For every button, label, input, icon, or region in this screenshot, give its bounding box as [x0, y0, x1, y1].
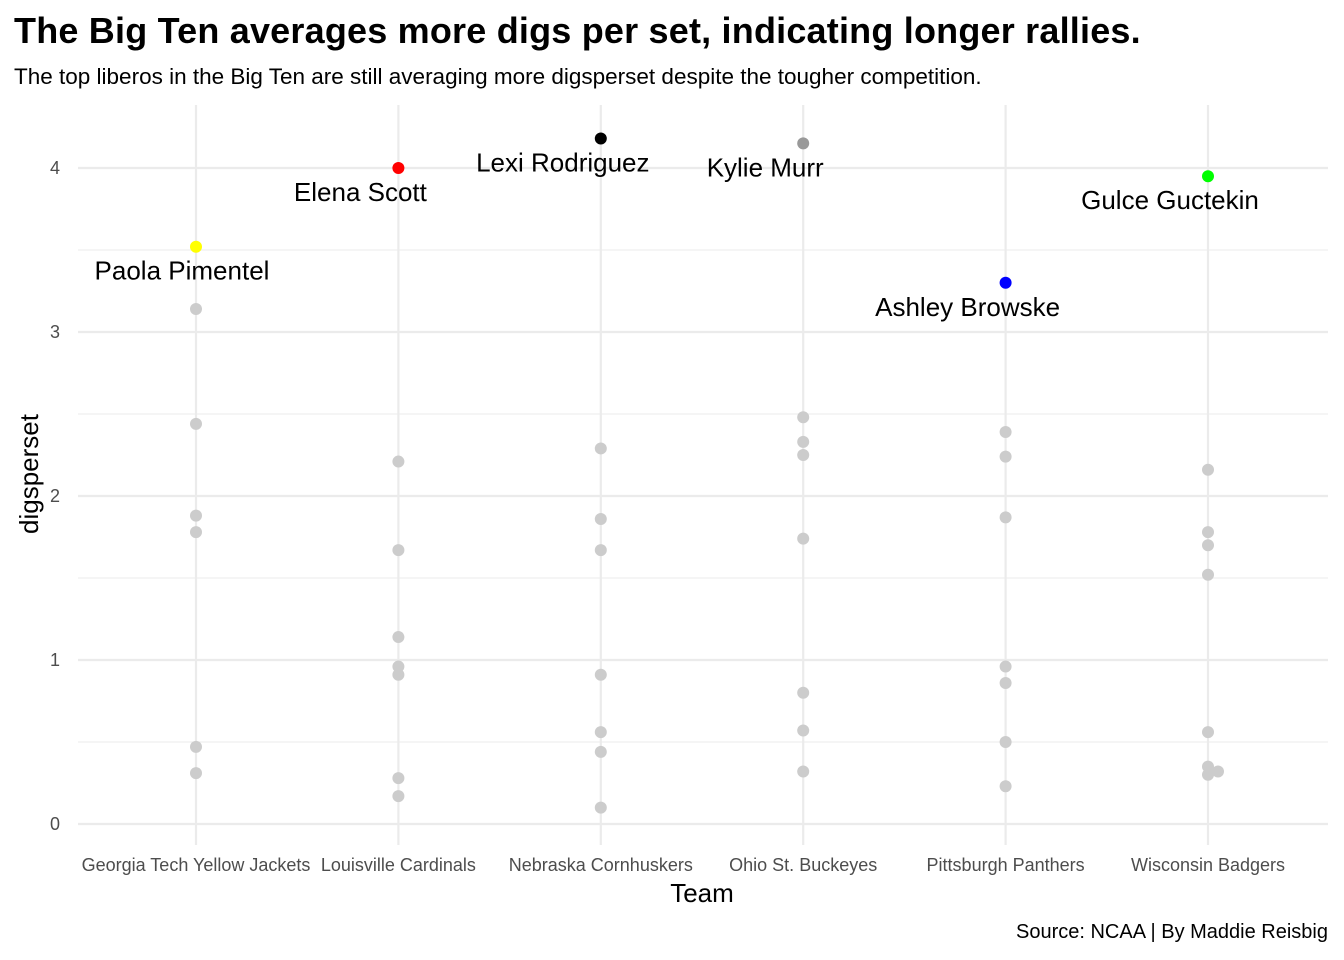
highlighted-point: [1202, 170, 1214, 183]
data-point: [392, 544, 405, 557]
player-label: Paola Pimentel: [95, 256, 270, 286]
data-point: [392, 660, 405, 673]
data-point: [797, 765, 810, 778]
x-axis-title: Team: [670, 878, 734, 908]
player-label: Elena Scott: [294, 177, 428, 207]
data-point: [797, 532, 810, 545]
data-point: [190, 526, 202, 539]
data-point: [594, 544, 607, 557]
data-point: [797, 435, 810, 448]
data-point: [1202, 760, 1214, 773]
data-point: [999, 676, 1012, 689]
player-label: Kylie Murr: [707, 152, 824, 182]
data-point: [797, 686, 810, 699]
x-tick-label: Georgia Tech Yellow Jackets: [82, 855, 311, 875]
y-tick-label: 0: [50, 814, 60, 834]
data-point: [999, 511, 1012, 524]
data-point: [1212, 765, 1224, 778]
highlighted-point: [392, 162, 405, 174]
x-tick-label: Nebraska Cornhuskers: [509, 855, 693, 875]
source-caption: Source: NCAA | By Maddie Reisbig: [1015, 921, 1328, 943]
data-point: [797, 411, 810, 424]
data-point: [594, 801, 607, 814]
y-tick-labels: 0 1 2 3 4: [50, 158, 60, 834]
highlighted-point: [190, 240, 202, 253]
highlighted-point: [594, 132, 607, 145]
data-point: [594, 745, 607, 758]
point-labels: Paola Pimentel Elena Scott Lexi Rodriguez K…: [95, 147, 1259, 321]
y-tick-label: 3: [50, 322, 60, 342]
highlighted-points: [190, 132, 1214, 289]
y-axis-title: digsperset: [14, 413, 44, 534]
data-point: [190, 417, 202, 430]
x-tick-label: Louisville Cardinals: [321, 855, 476, 875]
x-tick-label: Ohio St. Buckeyes: [729, 855, 877, 875]
x-tick-label: Wisconsin Badgers: [1131, 855, 1285, 875]
highlighted-point: [797, 137, 810, 150]
data-point: [392, 668, 405, 681]
data-point: [392, 455, 405, 468]
data-point: [1202, 768, 1214, 781]
data-point: [1202, 568, 1214, 581]
chart-title: The Big Ten averages more digs per set, …: [14, 10, 1141, 51]
y-tick-label: 2: [50, 486, 60, 506]
data-point: [190, 767, 202, 780]
grid-lines: [78, 105, 1328, 845]
data-point: [999, 426, 1012, 439]
data-point: [1202, 526, 1214, 539]
data-point: [1202, 463, 1214, 476]
data-point: [797, 724, 810, 737]
y-tick-label: 1: [50, 650, 60, 670]
data-point: [594, 512, 607, 525]
data-point: [594, 442, 607, 455]
chart-subtitle: The top liberos in the Big Ten are still…: [14, 64, 982, 89]
y-tick-label: 4: [50, 158, 60, 178]
data-point: [999, 736, 1012, 748]
data-point: [190, 740, 202, 753]
data-point: [594, 668, 607, 681]
data-point: [392, 631, 405, 644]
data-point: [999, 780, 1012, 793]
data-point: [1202, 726, 1214, 739]
player-label: Gulce Guctekin: [1081, 185, 1259, 215]
data-point: [392, 772, 405, 785]
data-point: [392, 790, 405, 803]
data-point: [594, 726, 607, 739]
data-point: [190, 509, 202, 522]
data-point: [999, 660, 1012, 673]
highlighted-point: [999, 276, 1012, 289]
data-point: [1202, 539, 1214, 552]
player-label: Lexi Rodriguez: [476, 147, 649, 177]
x-tick-label: Pittsburgh Panthers: [927, 855, 1085, 875]
player-label: Ashley Browske: [875, 292, 1060, 322]
data-point: [797, 449, 810, 461]
data-point: [999, 450, 1012, 463]
x-tick-labels: Georgia Tech Yellow Jackets Louisville Ca…: [82, 855, 1285, 875]
data-point: [190, 303, 202, 316]
background-points: [190, 303, 1224, 814]
